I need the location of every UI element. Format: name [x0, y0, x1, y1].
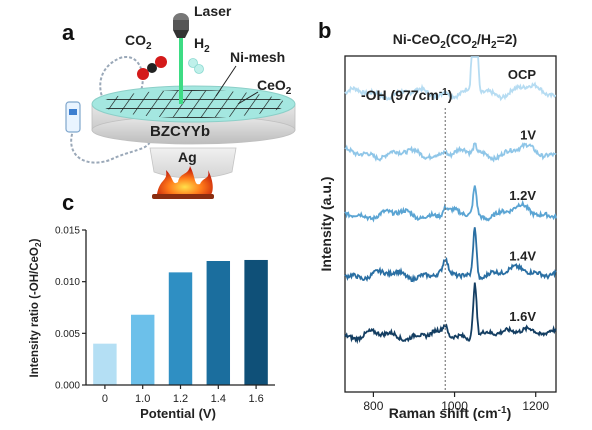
- bar-ytick-label: 0.005: [55, 329, 80, 340]
- raman-series-label: 1.4V: [509, 249, 536, 264]
- laser-beam: [179, 34, 183, 104]
- device-icon: [65, 101, 81, 133]
- wire-icon: [99, 55, 144, 113]
- panel-letter-b: b: [318, 18, 332, 43]
- bar-xtick-label: 0: [102, 393, 108, 405]
- bar-ytick-label: 0.015: [55, 226, 80, 237]
- raman-xtick-label: 800: [363, 399, 383, 413]
- ceo2-label: CeO2: [257, 77, 292, 97]
- bar-1.6: [244, 259, 268, 385]
- bar-0: [93, 343, 117, 385]
- bar-ylabel: Intensity ratio (-OH/CeO2): [29, 238, 43, 377]
- bar-1.0: [130, 314, 155, 385]
- raman-title: Ni-CeO2(CO2/H2=2): [393, 31, 517, 51]
- co2-molecule-icon: [137, 56, 167, 80]
- laser-label: Laser: [194, 3, 232, 19]
- raman-series-1.6V: [344, 282, 557, 345]
- raman-series-1.2V: [344, 185, 557, 223]
- panel-letter-a: a: [62, 20, 75, 45]
- disk-label: BZCYYb: [150, 123, 210, 140]
- bar-1.4: [206, 261, 231, 385]
- bar-xtick-label: 1.0: [135, 393, 150, 405]
- raman-xtick-label: 1000: [441, 399, 468, 413]
- panel-letter-c: c: [62, 190, 75, 215]
- bar-1.2: [168, 272, 193, 385]
- raman-ylabel: Intensity (a.u.): [318, 177, 334, 272]
- raman-series-label: 1.6V: [509, 309, 536, 324]
- raman-xtick-label: 1200: [522, 399, 549, 413]
- bar-xlabel: Potential (V): [140, 406, 216, 421]
- panel-b-raman-chart: Ni-CeO2(CO2/H2=2) OCP 1V 1.2V 1.4V 1.6V 800 1…: [318, 31, 557, 421]
- ni-mesh-pointer: [215, 65, 237, 97]
- bar-xtick-label: 1.4: [211, 393, 226, 405]
- raman-xlabel: Raman shift (cm-1): [389, 405, 512, 421]
- h2-label: H2: [194, 35, 210, 55]
- raman-plot-frame: [344, 55, 557, 393]
- bar-ytick-label: 0.010: [55, 277, 80, 288]
- raman-series-1V: [344, 142, 557, 163]
- raman-series-label: 1V: [520, 128, 536, 143]
- raman-series-label: 1.2V: [509, 188, 536, 203]
- ni-mesh-grid: [101, 90, 286, 118]
- flame-icon: [152, 166, 214, 199]
- wire-icon-lower: [70, 119, 151, 164]
- co2-label: CO2: [125, 32, 152, 52]
- ag-label: Ag: [178, 149, 197, 165]
- oh-annotation: -OH (977cm-1): [361, 87, 452, 103]
- panel-a-schematic: Ag BZCYYb Laser CO2: [65, 3, 296, 199]
- raman-series-OCP: [344, 56, 557, 102]
- ceo2-pointer: [237, 91, 259, 105]
- ag-support: [149, 147, 237, 179]
- raman-series-label: OCP: [508, 67, 537, 82]
- ni-mesh-label: Ni-mesh: [230, 49, 285, 65]
- bar-ytick-label: 0.000: [55, 381, 80, 392]
- raman-series-1.4V: [344, 227, 557, 283]
- bar-xtick-label: 1.2: [173, 393, 188, 405]
- laser-head-icon: [173, 13, 189, 38]
- bar-xtick-label: 1.6: [248, 393, 263, 405]
- h2-molecule-icon: [188, 58, 204, 74]
- panel-c-bar-chart: 0.000 0.005 0.010 0.015 0 1.0 1.2 1.4 1.6 Inten…: [29, 226, 275, 421]
